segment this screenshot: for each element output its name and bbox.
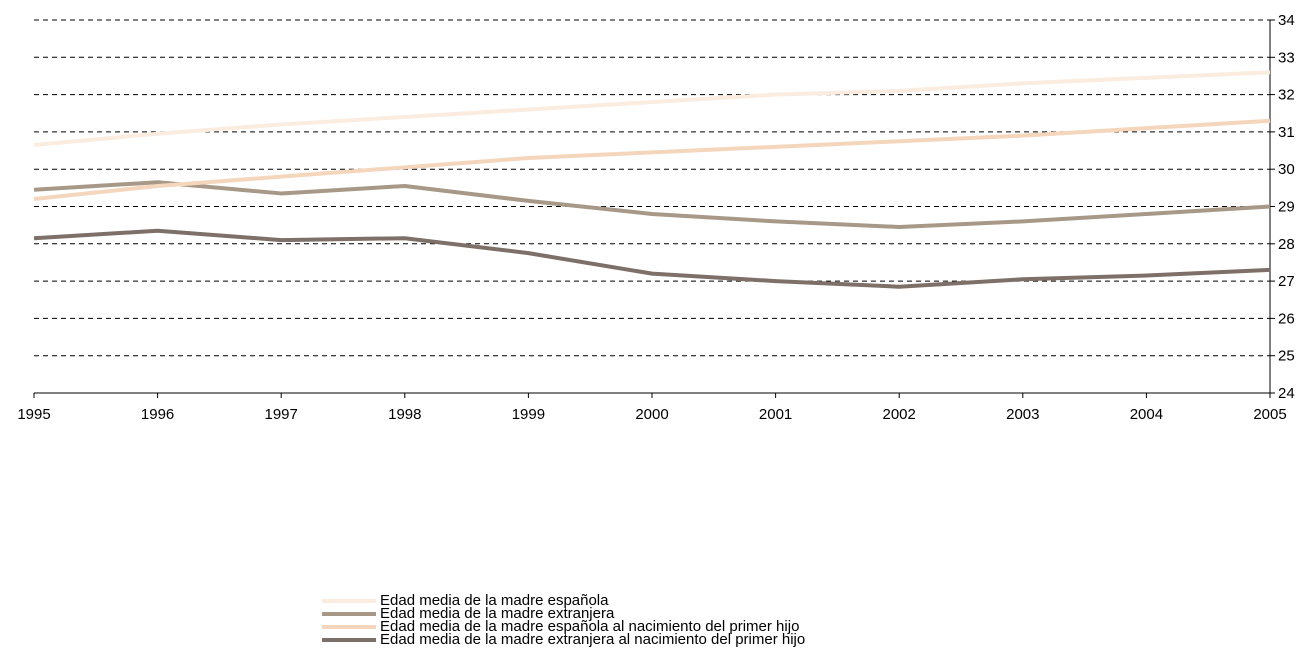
x-tick-label-1997: 1997 (265, 406, 298, 423)
x-tick-label-1998: 1998 (388, 406, 421, 423)
y-tick-label-33: 33 (1278, 49, 1295, 66)
x-tick-label-1995: 1995 (17, 406, 50, 423)
legend-item-spanish-mother: Edad media de la madre española (322, 592, 805, 609)
legend-swatch-spanish-first-child (322, 624, 376, 629)
legend-item-spanish-first-child: Edad media de la madre española al nacim… (322, 618, 805, 635)
y-tick-label-34: 34 (1278, 12, 1295, 29)
y-tick-label-28: 28 (1278, 236, 1295, 253)
x-tick-label-2000: 2000 (635, 406, 668, 423)
y-tick-label-27: 27 (1278, 273, 1295, 290)
line-chart: 1995 1996 1997 1998 1999 2000 2001 2002 2003 2004… (17, 12, 1295, 423)
series-line-2 (33, 118, 1271, 202)
series-line-1 (33, 180, 1271, 230)
x-tick-label-2003: 2003 (1006, 406, 1039, 423)
y-tick-labels: 24 25 26 27 28 29 30 31 32 33 34 (1278, 12, 1295, 402)
axes (33, 19, 1275, 398)
x-tick-label-1999: 1999 (512, 406, 545, 423)
y-tick-label-30: 30 (1278, 161, 1295, 178)
x-tick-label-2004: 2004 (1130, 406, 1163, 423)
y-tick-label-24: 24 (1278, 385, 1295, 402)
series-line-3 (33, 228, 1271, 289)
y-tick-label-25: 25 (1278, 348, 1295, 365)
legend-label-spanish-mother: Edad media de la madre española (380, 592, 609, 609)
x-tick-label-2001: 2001 (759, 406, 792, 423)
series-lines (33, 70, 1271, 289)
legend-label-spanish-first-child: Edad media de la madre española al nacim… (380, 618, 800, 635)
y-tick-label-26: 26 (1278, 310, 1295, 327)
legend-item-foreign-mother: Edad media de la madre extranjera (322, 605, 805, 622)
x-tick-label-2005: 2005 (1253, 406, 1286, 423)
y-tick-label-29: 29 (1278, 199, 1295, 216)
x-tick-labels: 1995 1996 1997 1998 1999 2000 2001 2002 2003 2004… (17, 406, 1286, 423)
series-line-0 (33, 70, 1271, 147)
x-tick-label-1996: 1996 (141, 406, 174, 423)
legend-swatch-foreign-first-child (322, 637, 376, 642)
legend-label-foreign-mother: Edad media de la madre extranjera (380, 605, 615, 622)
legend: Edad media de la madre española Edad med… (322, 592, 806, 648)
legend-label-foreign-first-child: Edad media de la madre extranjera al nac… (380, 631, 806, 648)
legend-swatch-spanish-mother (322, 598, 376, 603)
x-tick-label-2002: 2002 (883, 406, 916, 423)
y-tick-label-31: 31 (1278, 124, 1295, 141)
legend-item-foreign-first-child: Edad media de la madre extranjera al nac… (322, 631, 806, 648)
legend-swatch-foreign-mother (322, 611, 376, 616)
y-tick-label-32: 32 (1278, 87, 1295, 104)
